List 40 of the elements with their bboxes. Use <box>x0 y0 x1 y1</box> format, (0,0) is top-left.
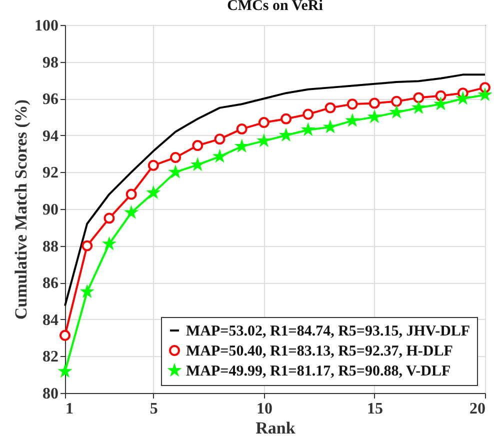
point <box>435 90 446 102</box>
point <box>82 240 93 252</box>
x-axis-title: Rank <box>256 418 296 438</box>
legend-label: MAP=49.99, R1=81.17, R5=90.88, V-DLF <box>186 364 451 380</box>
point <box>302 108 314 120</box>
point <box>170 152 181 163</box>
x-tick-label: 5 <box>150 400 158 418</box>
point <box>192 140 204 151</box>
y-tick-label: 86 <box>42 275 58 292</box>
point <box>280 113 292 124</box>
y-axis-title: Cumulative Match Scores (%) <box>12 99 30 320</box>
y-tick-label: 94 <box>42 128 58 145</box>
line-series <box>64 74 486 307</box>
point <box>126 188 137 200</box>
y-tick-label: 90 <box>42 202 58 218</box>
y-tick-label: 96 <box>42 91 58 108</box>
point <box>391 96 402 107</box>
point <box>369 98 380 109</box>
y-tick-label: 84 <box>42 312 58 329</box>
x-tick-label: 15 <box>366 400 383 418</box>
y-tick-label: 98 <box>42 54 58 72</box>
y-tick-label: 88 <box>42 238 58 256</box>
point <box>258 117 270 128</box>
point <box>346 98 358 110</box>
y-tick-label: 100 <box>34 18 58 34</box>
x-tick-label: 10 <box>256 400 272 418</box>
point <box>148 160 159 171</box>
point <box>324 102 336 114</box>
point <box>60 330 70 341</box>
point <box>236 123 248 134</box>
legend-label: MAP=50.40, R1=83.13, R5=92.37, H-DLF <box>186 344 453 360</box>
x-tick-label: 20 <box>470 400 486 418</box>
point <box>214 134 226 145</box>
point <box>104 212 115 224</box>
y-tick-label: 92 <box>42 164 58 182</box>
y-tick-label: 80 <box>42 386 58 402</box>
y-tick-label: 82 <box>42 348 58 366</box>
x-tick-label: 1 <box>66 400 74 418</box>
point <box>413 92 424 104</box>
legend-label: MAP=53.02, R1=84.74, R5=93.15, JHV-DLF <box>186 324 470 340</box>
